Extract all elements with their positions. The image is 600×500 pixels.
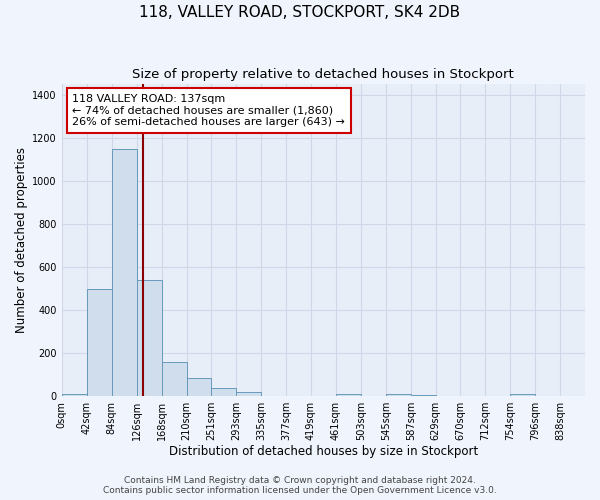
Bar <box>336 394 361 396</box>
Bar <box>161 362 187 396</box>
Bar <box>236 392 261 396</box>
Bar <box>112 149 137 396</box>
Bar <box>411 395 436 396</box>
Text: Contains HM Land Registry data © Crown copyright and database right 2024.
Contai: Contains HM Land Registry data © Crown c… <box>103 476 497 495</box>
Bar <box>211 388 236 396</box>
Bar <box>137 280 161 396</box>
Text: 118, VALLEY ROAD, STOCKPORT, SK4 2DB: 118, VALLEY ROAD, STOCKPORT, SK4 2DB <box>139 5 461 20</box>
Text: 118 VALLEY ROAD: 137sqm
← 74% of detached houses are smaller (1,860)
26% of semi: 118 VALLEY ROAD: 137sqm ← 74% of detache… <box>72 94 345 127</box>
Bar <box>510 394 535 396</box>
Bar <box>62 394 86 396</box>
Bar <box>187 378 211 396</box>
Y-axis label: Number of detached properties: Number of detached properties <box>15 148 28 334</box>
Title: Size of property relative to detached houses in Stockport: Size of property relative to detached ho… <box>133 68 514 80</box>
Bar <box>386 394 411 396</box>
X-axis label: Distribution of detached houses by size in Stockport: Distribution of detached houses by size … <box>169 444 478 458</box>
Bar <box>86 288 112 396</box>
